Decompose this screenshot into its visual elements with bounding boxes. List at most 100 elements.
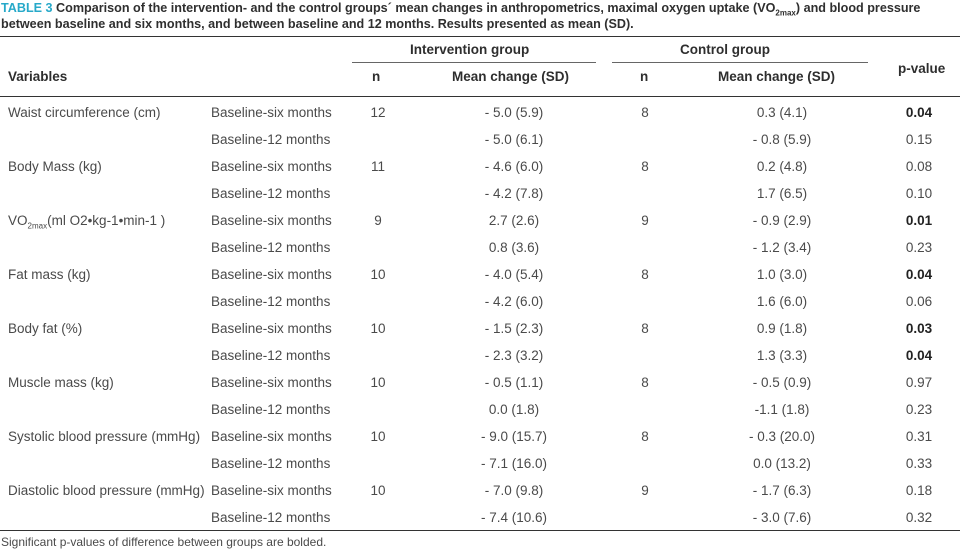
cell-variable: Diastolic blood pressure (mmHg) (8, 483, 205, 498)
cell-variable: Body Mass (kg) (8, 159, 102, 174)
cell-mean-change-control: 1.3 (3.3) (756, 348, 808, 363)
cell-n-control: 9 (641, 213, 649, 228)
cell-period: Baseline-12 months (211, 348, 331, 363)
cell-mean-change-intervention: - 5.0 (6.1) (484, 132, 544, 147)
cell-mean-change-intervention: - 9.0 (15.7) (480, 429, 548, 444)
cell-mean-change-control: - 0.8 (5.9) (752, 132, 812, 147)
cell-mean-change-control: 0.2 (4.8) (756, 159, 808, 174)
cell-mean-change-intervention: - 4.2 (7.8) (484, 186, 544, 201)
cell-mean-change-control: 0.3 (4.1) (756, 105, 808, 120)
header-p-value: p-value (898, 61, 946, 76)
variable-unit: (ml O2•kg-1•min-1 ) (47, 213, 166, 228)
table-bottom-rule (0, 530, 960, 531)
cell-mean-change-control: 1.0 (3.0) (756, 267, 808, 282)
cell-p-value: 0.04 (905, 267, 933, 282)
cell-period: Baseline-12 months (211, 294, 331, 309)
cell-period: Baseline-12 months (211, 132, 331, 147)
table-caption: TABLE 3 Comparison of the intervention- … (0, 0, 960, 36)
cell-period: Baseline-12 months (211, 456, 331, 471)
caption-subscript: 2max (775, 8, 796, 18)
cell-period: Baseline-six months (211, 105, 332, 120)
cell-mean-change-intervention: - 2.3 (3.2) (484, 348, 544, 363)
cell-mean-change-intervention: - 4.2 (6.0) (484, 294, 544, 309)
cell-n-intervention: 10 (370, 483, 386, 498)
cell-variable: Systolic blood pressure (mmHg) (8, 429, 201, 444)
cell-mean-change-intervention: - 5.0 (5.9) (484, 105, 544, 120)
cell-mean-change-control: -1.1 (1.8) (754, 402, 810, 417)
cell-p-value: 0.23 (905, 240, 933, 255)
header-control-group: Control group (680, 42, 770, 57)
cell-mean-change-intervention: - 0.5 (1.1) (484, 375, 544, 390)
cell-mean-change-control: - 1.7 (6.3) (752, 483, 812, 498)
cell-p-value: 0.10 (905, 186, 933, 201)
control-group-rule (612, 62, 868, 63)
caption-text-after: ) and blood pressure between baseline an… (1, 1, 921, 31)
cell-period: Baseline-12 months (211, 510, 331, 525)
cell-mean-change-control: - 1.2 (3.4) (752, 240, 812, 255)
cell-mean-change-control: - 3.0 (7.6) (752, 510, 812, 525)
table-header-rule (0, 96, 960, 97)
cell-mean-change-intervention: - 4.6 (6.0) (484, 159, 544, 174)
header-mean-change-control: Mean change (SD) (718, 69, 836, 84)
cell-period: Baseline-six months (211, 375, 332, 390)
cell-mean-change-intervention: 2.7 (2.6) (488, 213, 540, 228)
cell-mean-change-intervention: 0.8 (3.6) (488, 240, 540, 255)
cell-mean-change-intervention: - 1.5 (2.3) (484, 321, 544, 336)
cell-p-value: 0.18 (905, 483, 933, 498)
cell-p-value: 0.32 (905, 510, 933, 525)
cell-p-value: 0.31 (905, 429, 933, 444)
cell-variable: Muscle mass (kg) (8, 375, 114, 390)
cell-p-value: 0.15 (905, 132, 933, 147)
cell-n-control: 8 (641, 105, 649, 120)
cell-n-intervention: 11 (370, 159, 385, 174)
cell-period: Baseline-12 months (211, 240, 331, 255)
cell-period: Baseline-six months (211, 213, 332, 228)
cell-p-value: 0.08 (905, 159, 933, 174)
cell-mean-change-control: - 0.3 (20.0) (748, 429, 816, 444)
cell-mean-change-intervention: - 4.0 (5.4) (484, 267, 544, 282)
caption-text-before: Comparison of the intervention- and the … (56, 1, 776, 15)
cell-mean-change-intervention: - 7.0 (9.8) (484, 483, 544, 498)
cell-period: Baseline-12 months (211, 186, 331, 201)
header-n-control: n (640, 69, 649, 84)
cell-period: Baseline-six months (211, 267, 332, 282)
cell-p-value: 0.01 (905, 213, 933, 228)
cell-n-intervention: 10 (370, 375, 386, 390)
cell-period: Baseline-12 months (211, 402, 331, 417)
cell-n-control: 9 (641, 483, 649, 498)
cell-variable: Fat mass (kg) (8, 267, 91, 282)
cell-mean-change-intervention: - 7.1 (16.0) (480, 456, 548, 471)
cell-p-value: 0.23 (905, 402, 933, 417)
cell-mean-change-control: 0.9 (1.8) (756, 321, 808, 336)
header-n-intervention: n (372, 69, 381, 84)
cell-n-intervention: 12 (370, 105, 386, 120)
cell-period: Baseline-six months (211, 159, 332, 174)
cell-p-value: 0.06 (905, 294, 933, 309)
cell-mean-change-control: 1.7 (6.5) (756, 186, 808, 201)
cell-mean-change-intervention: 0.0 (1.8) (488, 402, 540, 417)
cell-period: Baseline-six months (211, 321, 332, 336)
cell-n-control: 8 (641, 429, 649, 444)
cell-mean-change-control: 0.0 (13.2) (753, 456, 811, 471)
cell-n-control: 8 (641, 375, 649, 390)
header-mean-change-intervention: Mean change (SD) (452, 69, 570, 84)
cell-n-intervention: 10 (370, 267, 386, 282)
cell-n-control: 8 (641, 321, 649, 336)
cell-mean-change-control: - 0.9 (2.9) (752, 213, 812, 228)
cell-mean-change-control: - 0.5 (0.9) (752, 375, 812, 390)
cell-period: Baseline-six months (211, 483, 332, 498)
cell-p-value: 0.04 (905, 105, 933, 120)
cell-n-intervention: 9 (374, 213, 382, 228)
cell-n-intervention: 10 (370, 429, 386, 444)
cell-mean-change-control: 1.6 (6.0) (756, 294, 808, 309)
cell-p-value: 0.03 (905, 321, 933, 336)
cell-p-value: 0.33 (905, 456, 933, 471)
variable-subscript: 2max (27, 221, 48, 231)
cell-variable: Body fat (%) (8, 321, 83, 336)
intervention-group-rule (352, 62, 596, 63)
cell-n-intervention: 10 (370, 321, 386, 336)
cell-variable: Waist circumference (cm) (8, 105, 161, 120)
cell-n-control: 8 (641, 267, 649, 282)
table-footnote: Significant p-values of difference betwe… (1, 535, 327, 549)
header-intervention-group: Intervention group (410, 42, 530, 57)
